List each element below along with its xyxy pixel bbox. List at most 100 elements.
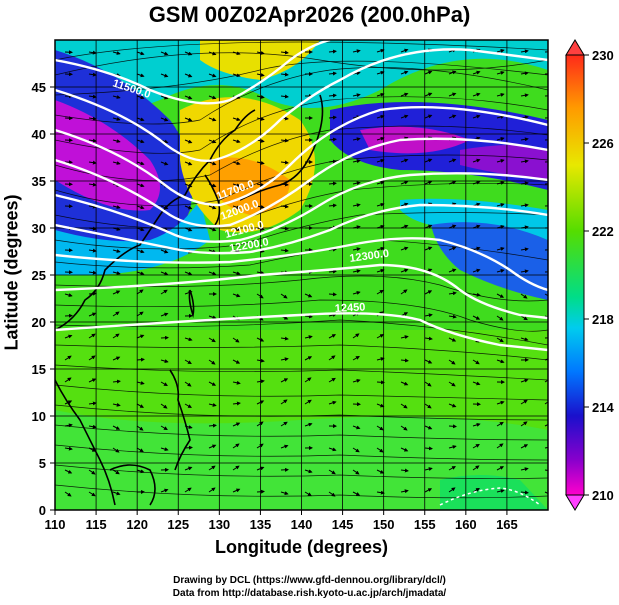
wind-arrow xyxy=(88,312,97,317)
wind-arrow xyxy=(400,246,409,251)
wind-arrow xyxy=(232,139,241,144)
wind-arrow xyxy=(424,92,433,97)
wind-arrow xyxy=(208,465,216,471)
wind-arrow xyxy=(448,381,456,387)
wind-arrow xyxy=(160,117,169,122)
wind-arrow xyxy=(376,334,384,339)
wind-arrow xyxy=(88,50,97,55)
wind-arrow xyxy=(472,158,481,163)
wind-arrow xyxy=(88,72,97,77)
wind-arrow xyxy=(352,425,361,430)
contour-line xyxy=(55,105,548,207)
streamline xyxy=(55,364,548,381)
wind-arrow xyxy=(448,291,457,296)
wind-arrow xyxy=(208,487,216,493)
wind-arrow xyxy=(472,180,481,185)
wind-arrow xyxy=(328,137,337,142)
wind-arrow xyxy=(112,311,120,317)
wind-arrow xyxy=(448,114,457,119)
wind-arrow xyxy=(376,425,384,431)
wind-arrow xyxy=(376,268,385,273)
wind-arrow xyxy=(232,401,241,406)
wind-arrow xyxy=(400,425,408,431)
coast-borneo xyxy=(109,464,156,506)
x-tick-label: 115 xyxy=(86,517,107,532)
wind-arrow xyxy=(160,51,169,56)
colorbar-tick-label: 218 xyxy=(592,312,614,327)
streamline xyxy=(55,344,548,361)
wind-arrow xyxy=(208,444,217,449)
wind-arrow xyxy=(208,381,217,386)
wind-arrow xyxy=(208,271,217,276)
wind-arrow xyxy=(400,489,409,494)
wind-arrow xyxy=(88,333,96,339)
wind-arrow xyxy=(352,137,361,142)
wind-arrow xyxy=(304,335,313,340)
wind-arrow xyxy=(232,73,241,78)
wind-arrow xyxy=(376,70,385,75)
wind-arrow xyxy=(160,425,168,431)
wind-arrow xyxy=(232,117,241,122)
wind-arrow xyxy=(448,445,457,449)
contour-line xyxy=(55,203,548,255)
wind-arrow xyxy=(208,51,217,56)
wind-arrow xyxy=(232,205,241,210)
wind-arrow xyxy=(424,467,433,472)
wind-arrow xyxy=(520,269,529,274)
wind-arrow xyxy=(496,269,505,273)
wind-arrow xyxy=(208,227,217,232)
wind-arrow xyxy=(544,358,548,361)
wind-arrow xyxy=(544,446,548,449)
wind-arrow xyxy=(496,49,505,53)
wind-arrow xyxy=(232,380,241,385)
wind-arrow xyxy=(544,422,548,427)
wind-arrow xyxy=(136,357,145,362)
wind-arrow xyxy=(64,355,72,361)
wind-arrow xyxy=(472,292,481,297)
wind-arrow xyxy=(112,249,121,253)
wind-arrow xyxy=(112,356,121,361)
colorbar-tick-label: 214 xyxy=(592,400,614,415)
colorbar-tick-label: 230 xyxy=(592,48,614,63)
wind-arrow xyxy=(184,161,193,166)
wind-arrow xyxy=(520,71,529,76)
colorbar-tick-label: 226 xyxy=(592,136,614,151)
wind-arrow xyxy=(328,181,337,186)
wind-arrow xyxy=(136,95,145,100)
wind-arrow xyxy=(304,469,313,474)
x-tick-label: 160 xyxy=(455,517,477,532)
wind-arrow xyxy=(400,403,408,409)
wind-arrow xyxy=(232,443,240,449)
chart-title: GSM 00Z02Apr2026 (200.0hPa) xyxy=(148,2,471,27)
wind-arrow xyxy=(208,205,217,210)
x-tick-label: 150 xyxy=(373,517,395,532)
wind-arrow xyxy=(400,202,409,207)
contour-label: 12450 xyxy=(335,301,366,315)
x-tick-label: 155 xyxy=(414,517,436,532)
field-se-green xyxy=(440,475,548,510)
wind-arrow xyxy=(64,491,72,497)
wind-arrow xyxy=(376,469,385,474)
wind-arrow xyxy=(352,93,361,98)
wind-arrow xyxy=(160,447,169,452)
colorbar-gradient xyxy=(565,54,585,496)
field-nw-magenta xyxy=(55,100,160,211)
wind-arrow xyxy=(424,70,433,75)
wind-arrow xyxy=(520,315,528,321)
wind-arrow xyxy=(328,159,337,164)
wind-arrow xyxy=(352,203,361,208)
wind-arrow xyxy=(448,180,457,185)
streamline xyxy=(55,154,548,206)
wind-arrow xyxy=(280,204,289,209)
wind-arrow xyxy=(184,466,193,471)
wind-arrow xyxy=(400,70,409,75)
wind-arrow xyxy=(232,183,241,188)
wind-arrow xyxy=(112,271,121,275)
wind-arrow xyxy=(448,224,457,229)
wind-arrow xyxy=(400,289,408,295)
wind-arrow xyxy=(424,381,432,387)
wind-arrow xyxy=(232,465,240,471)
wind-arrow xyxy=(184,403,192,408)
wind-arrow xyxy=(352,356,360,361)
wind-arrow xyxy=(544,491,548,496)
